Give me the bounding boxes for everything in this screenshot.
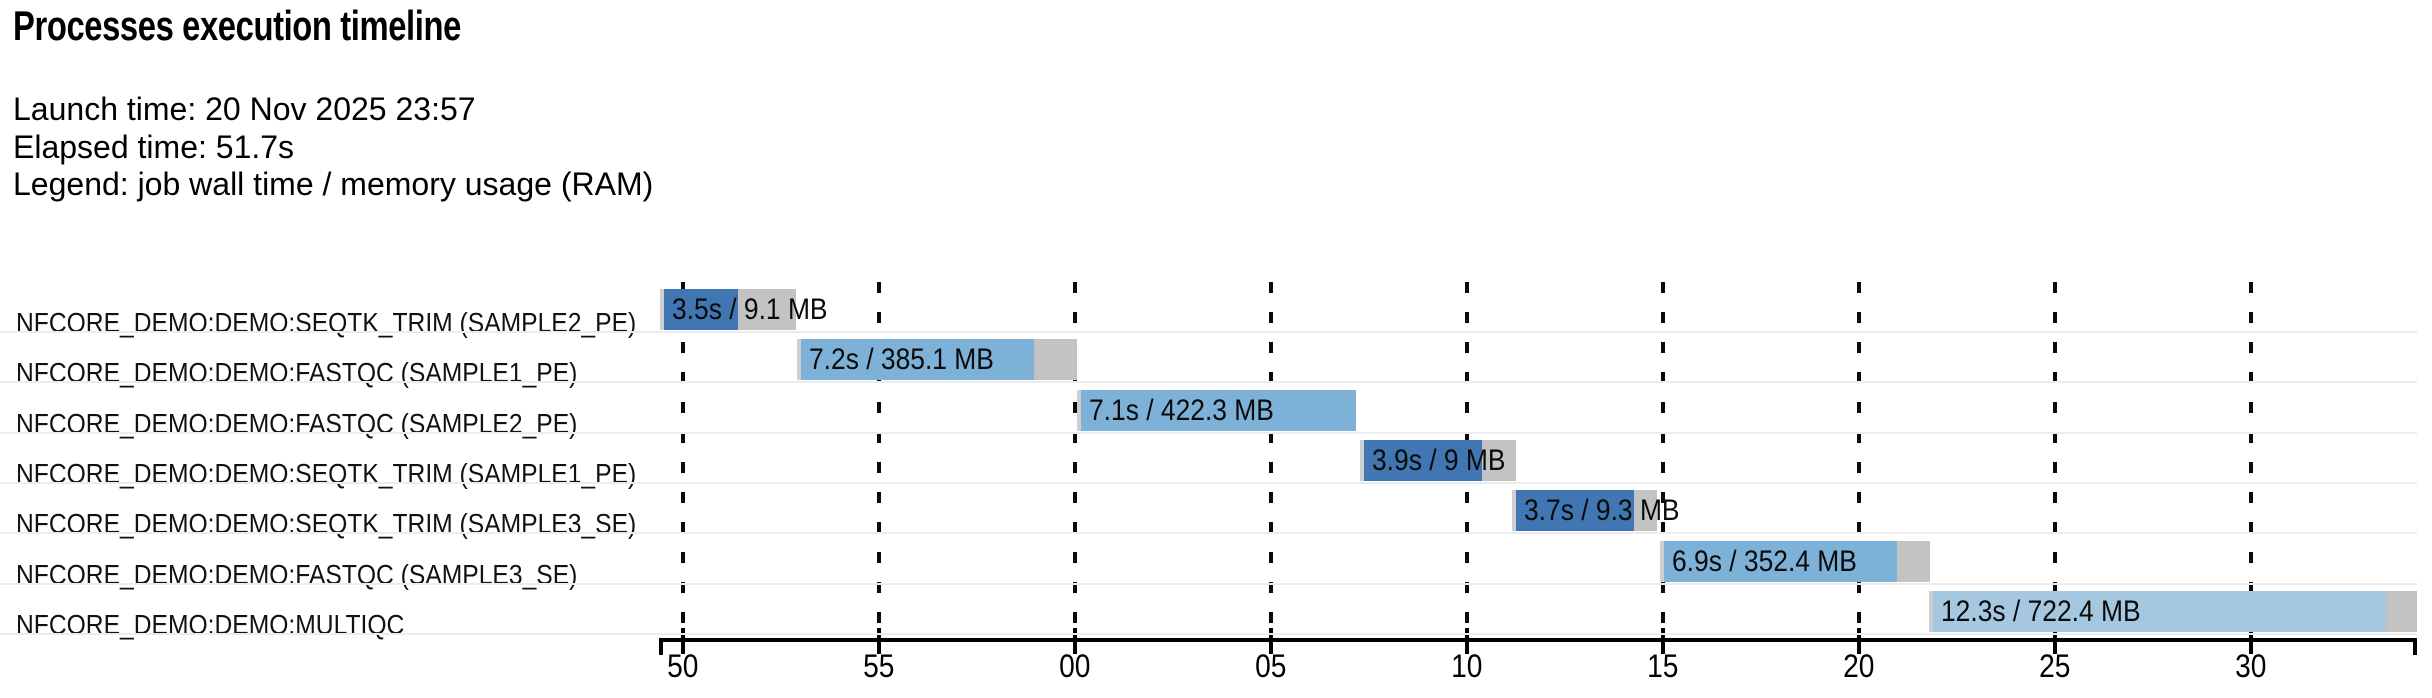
task-duration-label: 12.3s / 722.4 MB [1941,591,2168,632]
task-bar-pending-segment [1076,390,1081,431]
axis-tick-label-text: 00 [1059,648,1091,684]
axis-tick-label: 10 [1407,648,1527,684]
process-label: NFCORE_DEMO:DEMO:FASTQC (SAMPLE3_SE) [16,559,578,590]
task-bar-tail-segment [1033,339,1077,380]
axis-tick-label-text: 10 [1451,648,1483,684]
task-bar-pending-segment [1359,440,1364,481]
task-duration-label: 7.2s / 385.1 MB [809,339,1019,380]
task-bar: 3.5s / 9.1 MB [659,289,827,330]
axis-tick-label-text: 15 [1647,648,1679,684]
task-duration-label-text: 6.9s / 352.4 MB [1671,544,1857,578]
axis-tick-label: 20 [1799,648,1919,684]
task-bar-run-segment [801,339,1034,380]
axis-tick-label-text: 50 [667,648,699,684]
row-separator [0,532,2417,534]
task-bar-pending-segment [659,289,664,330]
process-label: NFCORE_DEMO:DEMO:SEQTK_TRIM (SAMPLE2_PE) [16,307,637,338]
process-label: NFCORE_DEMO:DEMO:FASTQC (SAMPLE1_PE) [16,357,578,388]
task-bar: 3.7s / 9.3 MB [1512,490,1680,531]
task-bar-tail-segment [1897,541,1930,582]
gridline [1661,282,1665,637]
row-separator [0,583,2417,585]
task-bar-run-segment [1933,591,2386,632]
axis-tick-label: 30 [2191,648,2311,684]
row-separator [0,331,2417,333]
task-duration-label-text: 7.1s / 422.3 MB [1088,393,1274,427]
page-title: Processes execution timeline [13,2,461,49]
task-bar-run-segment [1663,541,1898,582]
axis-tick-label-text: 30 [2235,648,2267,684]
legend-text: Legend: job wall time / memory usage (RA… [13,166,654,202]
axis-tick-label: 55 [819,648,939,684]
row-separator [0,381,2417,383]
process-label: NFCORE_DEMO:DEMO:FASTQC (SAMPLE2_PE) [16,408,578,439]
gridline [681,282,685,637]
row-separator [0,432,2417,434]
task-duration-label: 6.9s / 352.4 MB [1672,541,1882,582]
gridline [2053,282,2057,637]
task-bar-pending-segment [1659,541,1664,582]
gridline [1073,282,1077,637]
task-bar: 3.9s / 9 MB [1359,440,1516,481]
task-bar: 7.1s / 422.3 MB [1076,390,1357,431]
task-bar-tail-segment [1481,440,1516,481]
task-bar-tail-segment [2385,591,2417,632]
x-axis-line [659,638,2417,642]
task-duration-label: 7.1s / 422.3 MB [1089,390,1299,431]
gridline [877,282,881,637]
process-label: NFCORE_DEMO:DEMO:MULTIQC [16,609,405,640]
process-label: NFCORE_DEMO:DEMO:SEQTK_TRIM (SAMPLE1_PE) [16,458,637,489]
task-duration-label: 3.9s / 9 MB [1372,440,1524,481]
task-duration-label-text: 3.9s / 9 MB [1371,443,1506,477]
task-duration-label-text: 3.5s / 9.1 MB [671,292,828,326]
row-separator [0,482,2417,484]
x-axis-right-bracket [2413,638,2417,655]
gridline [1857,282,1861,637]
elapsed-time-text: Elapsed time: 51.7s [13,129,295,165]
axis-tick-label: 25 [1995,648,2115,684]
task-bar-run-segment [1080,390,1357,431]
process-label: NFCORE_DEMO:DEMO:SEQTK_TRIM (SAMPLE3_SE) [16,508,637,539]
axis-tick-label: 50 [623,648,743,684]
axis-tick-label-text: 05 [1255,648,1287,684]
axis-tick-label-text: 25 [2039,648,2071,684]
x-axis-left-bracket [659,638,663,655]
task-duration-label-text: 3.7s / 9.3 MB [1524,493,1680,527]
launch-time-text: Launch time: 20 Nov 2025 23:57 [13,91,476,127]
task-bar-pending-segment [1929,591,1934,632]
gridline [2249,282,2253,637]
task-bar-run-segment [663,289,738,330]
task-bar-tail-segment [737,289,796,330]
task-bar-run-segment [1516,490,1634,531]
task-duration-label: 3.5s / 9.1 MB [672,289,849,330]
task-duration-label-text: 7.2s / 385.1 MB [809,342,994,376]
task-bar-run-segment [1363,440,1482,481]
gridline [1269,282,1273,637]
axis-tick-label-text: 20 [1843,648,1875,684]
task-duration-label: 3.7s / 9.3 MB [1524,490,1701,531]
task-bar-pending-segment [797,339,802,380]
task-bar: 6.9s / 352.4 MB [1659,541,1930,582]
task-bar-pending-segment [1512,490,1517,531]
task-duration-label-text: 12.3s / 722.4 MB [1941,594,2141,628]
axis-tick-label: 15 [1603,648,1723,684]
axis-tick-label: 05 [1211,648,1331,684]
axis-tick-label-text: 55 [863,648,895,684]
row-separator [0,633,2417,635]
task-bar: 7.2s / 385.1 MB [797,339,1077,380]
task-bar: 12.3s / 722.4 MB [1929,591,2417,632]
axis-tick-label: 00 [1015,648,1135,684]
task-bar-tail-segment [1633,490,1658,531]
